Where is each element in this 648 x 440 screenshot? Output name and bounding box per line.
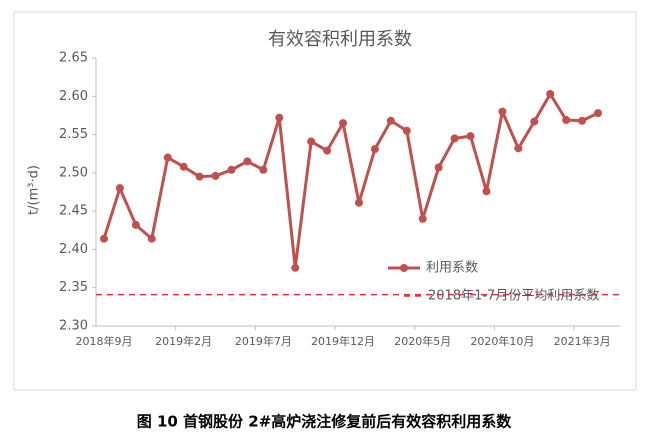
point — [211, 171, 220, 180]
point — [546, 89, 555, 98]
caption: 图 10 首钢股份 2#高炉浇注修复前后有效容积利用系数 — [137, 413, 513, 431]
point — [482, 187, 491, 196]
x-tick-label: 2018年9月 — [75, 334, 132, 348]
point — [179, 162, 188, 171]
point — [434, 163, 443, 172]
point — [594, 109, 603, 118]
point — [259, 165, 268, 174]
point — [354, 198, 363, 207]
y-tick-label: 2.65 — [59, 51, 88, 66]
y-tick-label: 2.35 — [59, 280, 88, 295]
legend-marker — [400, 264, 408, 272]
x-tick-label: 2019年12月 — [311, 334, 375, 348]
point — [163, 153, 172, 162]
point — [514, 144, 523, 153]
y-tick-label: 2.50 — [59, 165, 88, 180]
chart-border — [13, 11, 637, 391]
x-tick-label: 2019年2月 — [155, 334, 212, 348]
x-tick-label: 2020年5月 — [394, 334, 451, 348]
point — [578, 116, 587, 125]
y-tick-label: 2.45 — [59, 204, 88, 219]
point — [466, 132, 475, 141]
point — [562, 116, 571, 125]
y-tick-label: 2.55 — [59, 127, 88, 142]
point — [275, 113, 284, 122]
point — [386, 116, 395, 125]
point — [450, 134, 459, 143]
y-axis-label: t/(m³·d) — [27, 165, 42, 215]
x-tick-label: 2019年7月 — [235, 334, 292, 348]
point — [402, 126, 411, 135]
point — [370, 145, 379, 154]
point — [418, 214, 427, 223]
point — [307, 137, 316, 146]
point — [323, 146, 332, 155]
point — [530, 117, 539, 126]
y-tick-label: 2.30 — [59, 319, 88, 334]
legend-label: 2018年1-7月份平均利用系数 — [428, 289, 599, 304]
point — [147, 234, 156, 243]
point — [339, 119, 348, 128]
point — [115, 184, 124, 193]
point — [243, 157, 252, 166]
y-tick-label: 2.40 — [59, 242, 88, 257]
point — [227, 165, 236, 174]
point — [99, 234, 108, 243]
point — [195, 172, 204, 181]
chart-title: 有效容积利用系数 — [268, 29, 412, 50]
point — [291, 263, 300, 272]
x-tick-label: 2020年10月 — [470, 334, 534, 348]
point — [498, 107, 507, 116]
point — [131, 220, 140, 229]
y-tick-label: 2.60 — [59, 89, 88, 104]
x-tick-label: 2021年3月 — [554, 334, 611, 348]
legend-label: 利用系数 — [426, 261, 478, 276]
